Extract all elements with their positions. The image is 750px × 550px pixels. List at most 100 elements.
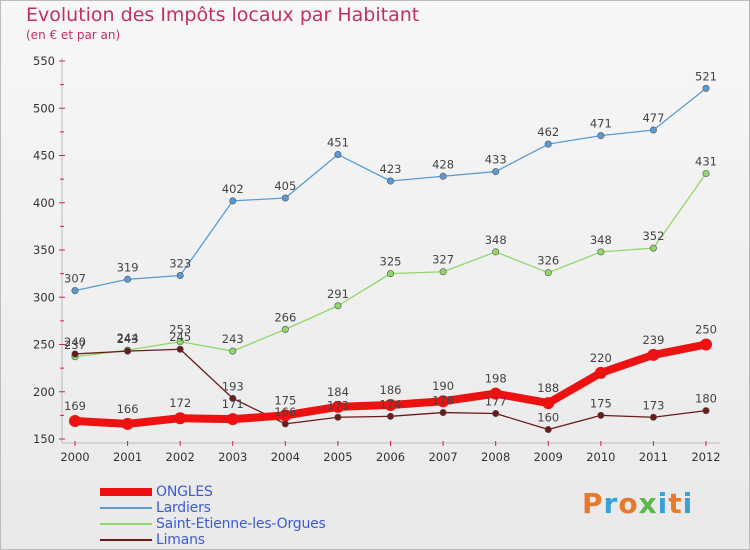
data-label: 188: [537, 381, 559, 395]
legend: ONGLES Lardiers Saint-Etienne-les-Orgues Li…: [100, 484, 326, 548]
data-point: [71, 350, 79, 358]
data-point: [226, 413, 239, 426]
proxiti-logo: Proxiti: [582, 487, 694, 520]
data-label: 237: [64, 338, 86, 352]
data-label: 239: [642, 333, 664, 347]
data-label: 175: [590, 396, 612, 410]
data-point: [334, 302, 342, 310]
x-tick-label: 2001: [113, 450, 142, 464]
data-label: 477: [642, 111, 664, 125]
data-point: [279, 409, 292, 422]
data-point: [702, 407, 710, 415]
data-point: [647, 348, 660, 361]
data-label: 405: [274, 179, 296, 193]
data-point: [229, 197, 237, 205]
data-point: [544, 140, 552, 148]
data-label: 431: [695, 154, 717, 168]
data-point: [334, 413, 342, 421]
data-label: 190: [432, 379, 454, 393]
y-tick-label: 400: [33, 196, 55, 210]
data-label: 171: [222, 397, 244, 411]
data-label: 174: [380, 397, 402, 411]
data-label: 352: [642, 229, 664, 243]
data-label: 433: [485, 153, 507, 167]
data-point: [542, 397, 555, 410]
data-point: [176, 345, 184, 353]
x-tick-label: 2003: [218, 450, 247, 464]
data-label: 193: [222, 379, 244, 393]
data-label: 323: [169, 257, 191, 271]
data-label: 172: [169, 396, 191, 410]
data-label: 348: [485, 233, 507, 247]
y-tick-label: 250: [33, 338, 55, 352]
chart-title: Evolution des Impôts locaux par Habitant: [26, 4, 420, 26]
data-label: 244: [117, 331, 139, 345]
data-label: 160: [537, 411, 559, 425]
data-point: [437, 395, 450, 408]
data-label: 307: [64, 272, 86, 286]
data-point: [702, 84, 710, 92]
data-point: [492, 248, 500, 256]
x-tick-label: 2011: [639, 450, 668, 464]
data-label: 325: [380, 255, 402, 269]
data-point: [176, 272, 184, 280]
data-label: 291: [327, 287, 349, 301]
data-point: [594, 366, 607, 379]
data-label: 253: [169, 323, 191, 337]
y-tick-label: 350: [33, 243, 55, 257]
data-label: 423: [380, 162, 402, 176]
y-tick-label: 150: [33, 432, 55, 446]
data-label: 166: [274, 405, 296, 419]
data-label: 175: [274, 393, 296, 407]
data-point: [331, 400, 344, 413]
legend-label: ONGLES: [156, 484, 213, 500]
y-tick-label: 300: [33, 290, 55, 304]
data-label: 198: [485, 372, 507, 386]
data-label: 471: [590, 117, 612, 131]
data-point: [281, 194, 289, 202]
data-label: 319: [117, 260, 139, 274]
data-label: 348: [590, 233, 612, 247]
x-tick-label: 2006: [376, 450, 405, 464]
data-point: [544, 426, 552, 434]
data-label: 462: [537, 125, 559, 139]
data-point: [69, 415, 81, 428]
data-label: 326: [537, 254, 559, 268]
legend-item: Saint-Etienne-les-Orgues: [100, 516, 326, 532]
data-point: [229, 347, 237, 355]
data-label: 178: [432, 394, 454, 408]
data-label: 402: [222, 182, 244, 196]
y-tick-label: 450: [33, 149, 55, 163]
data-label: 243: [222, 332, 244, 346]
data-point: [597, 132, 605, 140]
x-tick-label: 2000: [60, 450, 89, 464]
data-label: 327: [432, 253, 454, 267]
data-point: [386, 177, 394, 185]
data-point: [121, 417, 134, 430]
data-label: 180: [695, 392, 717, 406]
legend-swatch: [100, 507, 152, 509]
data-point: [71, 287, 79, 295]
data-point: [229, 394, 237, 402]
data-label: 428: [432, 157, 454, 171]
data-point: [334, 151, 342, 159]
data-point: [386, 412, 394, 420]
legend-item: Limans: [100, 532, 326, 548]
legend-swatch: [100, 523, 152, 525]
x-tick-label: 2005: [323, 450, 352, 464]
legend-swatch: [100, 488, 152, 496]
data-point: [597, 248, 605, 256]
data-label: 521: [695, 69, 717, 83]
data-point: [597, 411, 605, 419]
data-label: 173: [327, 398, 349, 412]
x-tick-label: 2008: [481, 450, 510, 464]
x-tick-label: 2004: [271, 450, 300, 464]
y-tick-label: 550: [33, 54, 55, 68]
x-tick-label: 2009: [534, 450, 563, 464]
data-point: [439, 268, 447, 276]
data-point: [649, 413, 657, 421]
legend-item: Lardiers: [100, 500, 326, 516]
data-label: 166: [117, 402, 139, 416]
data-point: [649, 126, 657, 134]
